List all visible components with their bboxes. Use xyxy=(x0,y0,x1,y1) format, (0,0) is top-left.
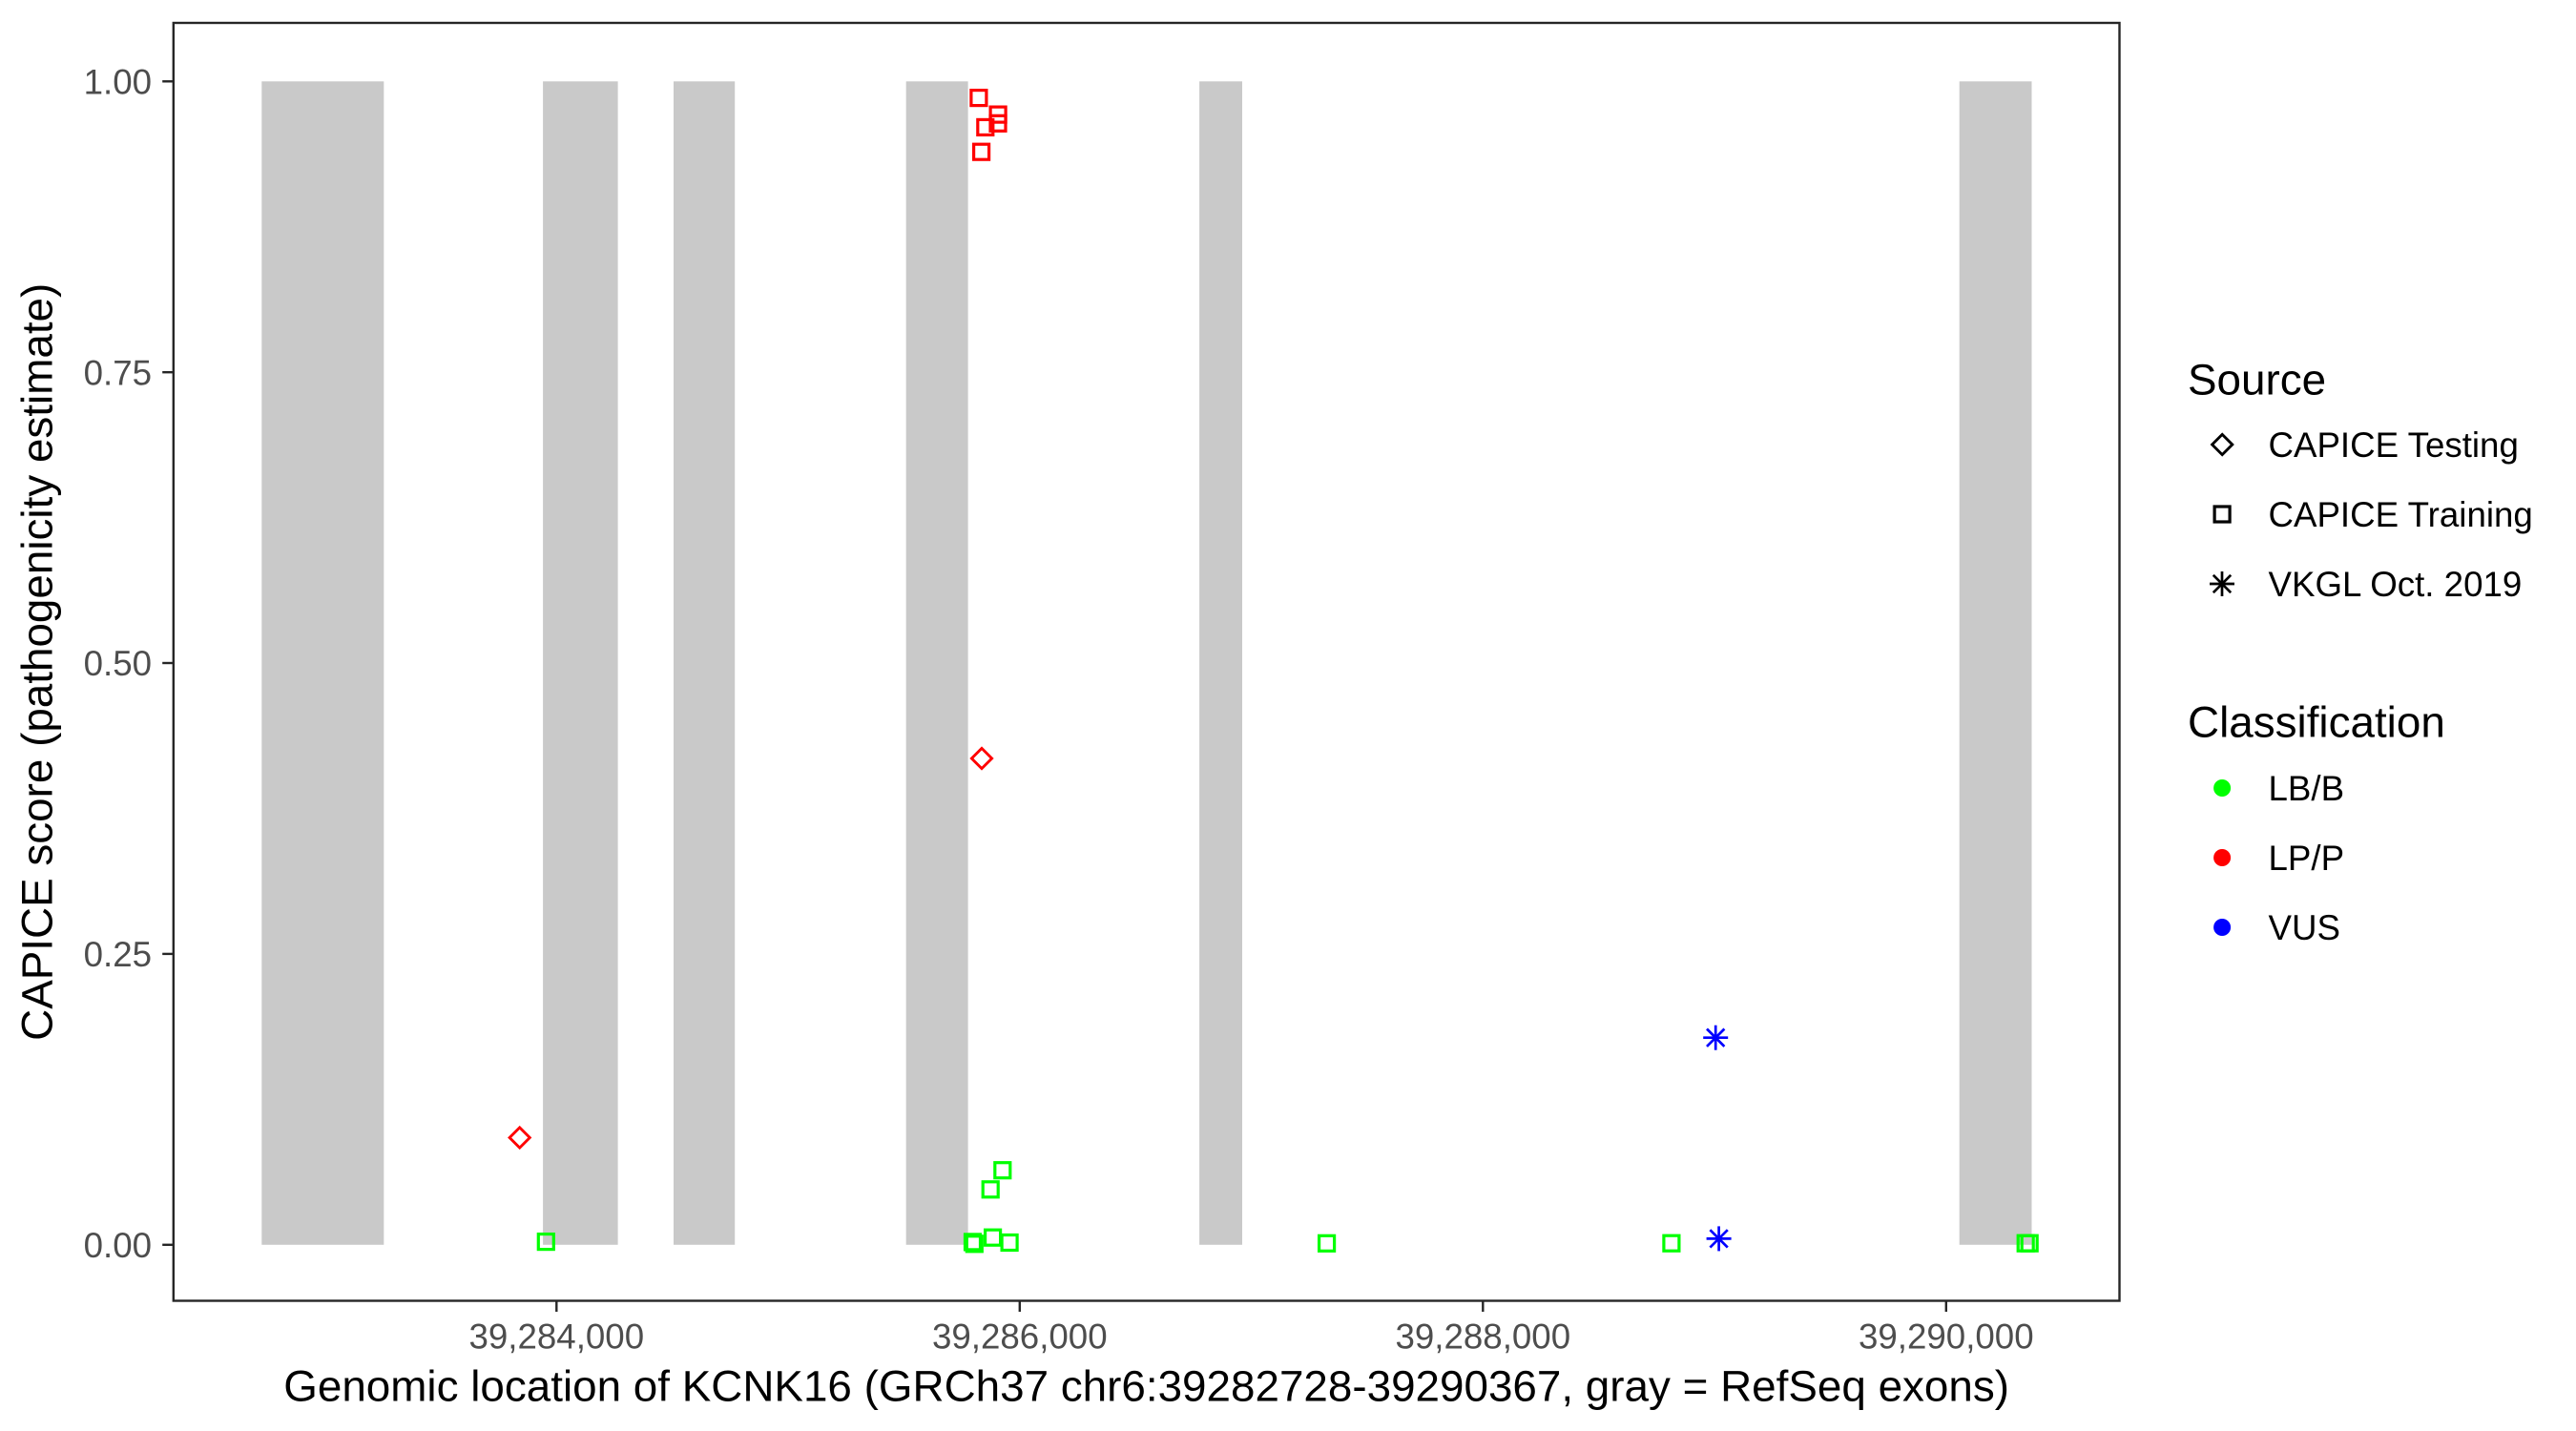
svg-text:1.00: 1.00 xyxy=(84,63,152,102)
svg-text:Source: Source xyxy=(2188,356,2326,404)
svg-text:LB/B: LB/B xyxy=(2269,769,2345,808)
svg-text:CAPICE Training: CAPICE Training xyxy=(2269,495,2533,534)
svg-text:39,290,000: 39,290,000 xyxy=(1859,1317,2034,1357)
svg-text:39,288,000: 39,288,000 xyxy=(1395,1317,1570,1357)
svg-text:0.50: 0.50 xyxy=(84,644,152,683)
svg-text:Genomic location of KCNK16 (GR: Genomic location of KCNK16 (GRCh37 chr6:… xyxy=(283,1362,2009,1411)
svg-text:VKGL Oct. 2019: VKGL Oct. 2019 xyxy=(2269,565,2523,604)
svg-text:VUS: VUS xyxy=(2269,908,2340,947)
svg-text:0.00: 0.00 xyxy=(84,1226,152,1265)
svg-text:CAPICE Testing: CAPICE Testing xyxy=(2269,425,2519,465)
svg-text:Classification: Classification xyxy=(2188,698,2445,747)
svg-text:CAPICE score (pathogenicity es: CAPICE score (pathogenicity estimate) xyxy=(13,283,62,1041)
svg-text:39,284,000: 39,284,000 xyxy=(468,1317,644,1357)
svg-text:39,286,000: 39,286,000 xyxy=(932,1317,1108,1357)
svg-text:0.75: 0.75 xyxy=(84,353,152,392)
svg-text:0.25: 0.25 xyxy=(84,935,152,974)
svg-text:LP/P: LP/P xyxy=(2269,839,2345,878)
